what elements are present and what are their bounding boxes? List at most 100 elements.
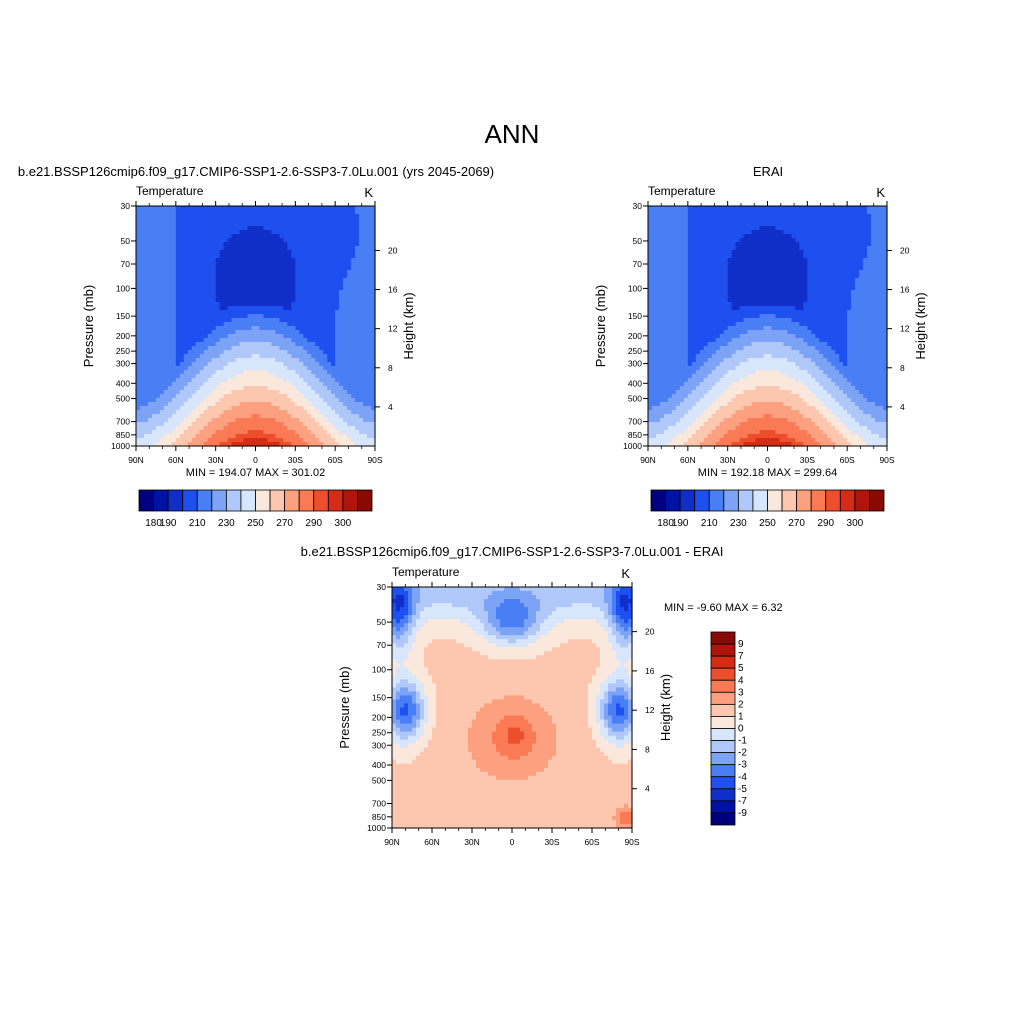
y2-tick-label: 16 — [388, 285, 398, 295]
field-cell — [799, 242, 804, 247]
field-cell — [827, 254, 832, 259]
field-cell — [671, 278, 677, 283]
field-cell — [659, 262, 665, 267]
field-cell — [739, 278, 745, 283]
field-cell — [247, 266, 253, 271]
field-cell — [263, 418, 269, 423]
field-cell — [327, 350, 332, 355]
field-cell — [855, 286, 860, 291]
field-cell — [827, 218, 832, 223]
field-cell — [783, 238, 789, 243]
field-cell — [179, 278, 185, 283]
field-cell — [775, 262, 781, 267]
field-cell — [163, 410, 169, 415]
field-cell — [267, 274, 273, 279]
field-cell — [291, 442, 296, 447]
field-cell — [739, 274, 745, 279]
field-cell — [167, 430, 173, 435]
field-cell — [343, 286, 348, 291]
field-cell — [223, 342, 229, 347]
field-cell — [199, 438, 205, 443]
field-cell — [319, 310, 324, 315]
field-cell — [695, 238, 701, 243]
field-cell — [183, 410, 189, 415]
field-cell — [287, 266, 292, 271]
field-cell — [191, 222, 197, 227]
field-cell — [279, 318, 284, 323]
field-cell — [223, 414, 229, 419]
field-cell — [151, 210, 157, 215]
field-cell — [363, 222, 368, 227]
field-cell — [743, 278, 749, 283]
field-cell — [136, 242, 141, 247]
field-cell — [367, 306, 372, 311]
field-cell — [155, 442, 161, 447]
field-cell — [183, 258, 189, 263]
field-cell — [203, 362, 209, 367]
field-cell — [851, 262, 856, 267]
field-cell — [371, 386, 376, 391]
field-cell — [823, 238, 828, 243]
field-cell — [283, 358, 288, 363]
field-cell — [219, 270, 225, 275]
field-cell — [307, 214, 312, 219]
field-cell — [199, 278, 205, 283]
field-cell — [699, 254, 705, 259]
field-cell — [771, 226, 777, 231]
field-cell — [695, 242, 701, 247]
field-cell — [147, 266, 153, 271]
field-cell — [799, 206, 804, 211]
field-cell — [235, 350, 241, 355]
field-cell — [279, 266, 284, 271]
field-cell — [763, 218, 769, 223]
field-cell — [367, 246, 372, 251]
field-cell — [287, 242, 292, 247]
field-cell — [359, 278, 364, 283]
field-cell — [219, 306, 225, 311]
contour-field — [648, 206, 888, 447]
field-cell — [843, 270, 848, 275]
field-cell — [175, 426, 181, 431]
field-cell — [251, 210, 257, 215]
field-cell — [235, 430, 241, 435]
field-cell — [351, 278, 356, 283]
field-cell — [159, 378, 165, 383]
field-cell — [795, 278, 800, 283]
field-cell — [271, 370, 277, 375]
field-cell — [651, 282, 657, 287]
field-cell — [331, 230, 336, 235]
field-cell — [187, 386, 193, 391]
field-cell — [279, 230, 284, 235]
y2-axis-label: Height (km) — [401, 292, 416, 359]
field-cell — [136, 234, 141, 239]
field-cell — [331, 434, 336, 439]
field-cell — [155, 314, 161, 319]
field-cell — [803, 254, 808, 259]
field-cell — [767, 258, 773, 263]
field-cell — [695, 286, 701, 291]
field-cell — [239, 246, 245, 251]
field-cell — [275, 206, 280, 211]
field-cell — [171, 306, 177, 311]
colorbar-box — [196, 489, 213, 512]
field-cell — [147, 426, 153, 431]
field-cell — [159, 238, 165, 243]
field-cell — [648, 210, 653, 215]
field-cell — [307, 394, 312, 399]
field-cell — [827, 238, 832, 243]
field-cell — [259, 282, 265, 287]
field-cell — [663, 210, 669, 215]
field-cell — [331, 394, 336, 399]
field-cell — [351, 214, 356, 219]
field-cell — [343, 346, 348, 351]
field-cell — [291, 246, 296, 251]
field-cell — [227, 298, 233, 303]
field-cell — [343, 282, 348, 287]
field-cell — [839, 254, 844, 259]
field-cell — [759, 234, 765, 239]
field-cell — [251, 374, 257, 379]
field-cell — [155, 366, 161, 371]
field-cell — [283, 438, 288, 443]
field-cell — [191, 274, 197, 279]
field-cell — [163, 274, 169, 279]
